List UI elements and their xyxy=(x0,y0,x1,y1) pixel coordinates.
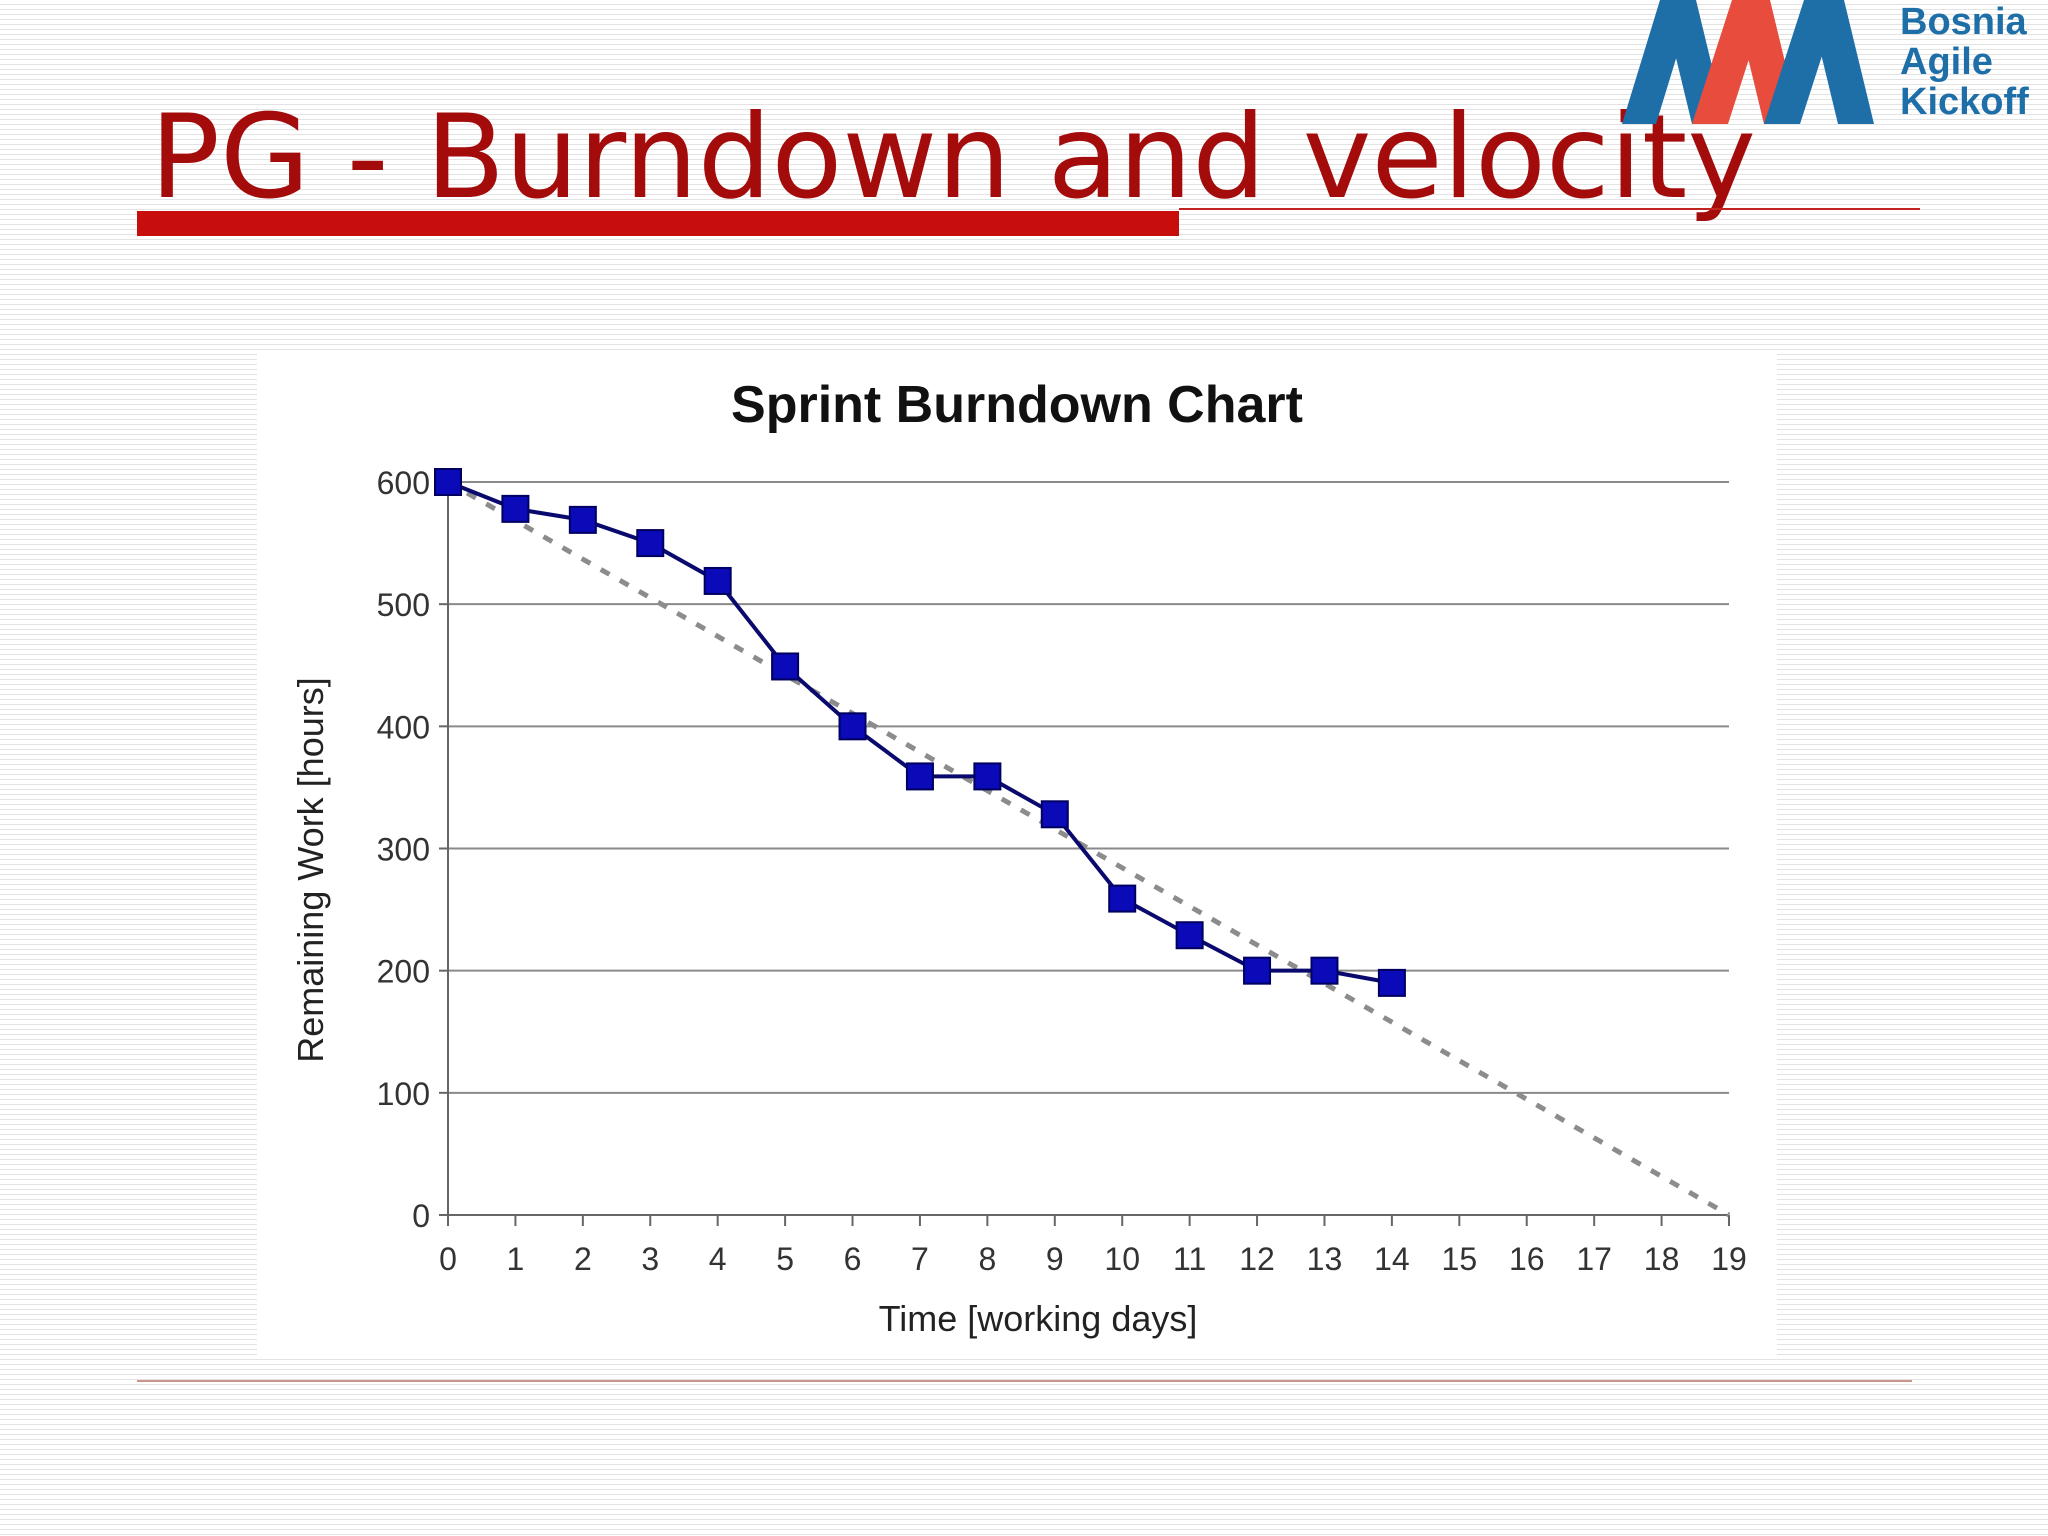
x-tick-label: 8 xyxy=(978,1241,996,1277)
y-axis-label: Remaining Work [hours] xyxy=(290,677,331,1063)
data-point-marker xyxy=(636,529,665,558)
y-tick-label: 200 xyxy=(377,954,430,990)
x-tick-label: 19 xyxy=(1711,1241,1747,1277)
y-tick-label: 0 xyxy=(412,1198,430,1234)
x-tick-label: 5 xyxy=(776,1241,794,1277)
x-tick-label: 14 xyxy=(1374,1241,1410,1277)
x-tick-label: 11 xyxy=(1173,1241,1206,1277)
x-tick-label: 13 xyxy=(1307,1241,1343,1277)
data-point-marker xyxy=(838,712,867,741)
chart-title: Sprint Burndown Chart xyxy=(731,376,1303,434)
logo-text: Bosnia Agile Kickoff xyxy=(1900,2,2029,122)
x-tick-label: 6 xyxy=(844,1241,862,1277)
grid-layer xyxy=(448,481,1729,1094)
x-tick-label: 0 xyxy=(439,1241,457,1277)
data-point-marker xyxy=(1108,884,1137,913)
slide-title: PG - Burndown and velocity xyxy=(150,90,1757,225)
series-layer xyxy=(434,468,1731,1218)
y-tick-label: 400 xyxy=(377,709,430,745)
x-tick-label: 17 xyxy=(1576,1241,1612,1277)
logo-text-line: Kickoff xyxy=(1900,81,2029,123)
x-tick-label: 1 xyxy=(507,1241,525,1277)
x-tick-label: 10 xyxy=(1104,1241,1140,1277)
y-tick-label: 500 xyxy=(377,587,430,623)
x-tick-label: 7 xyxy=(911,1241,929,1277)
title-underline-thick xyxy=(137,211,1179,236)
y-tick-label: 100 xyxy=(377,1076,430,1112)
x-tick-label: 15 xyxy=(1442,1241,1478,1277)
bottom-rule xyxy=(137,1380,1912,1382)
x-tick-label: 18 xyxy=(1644,1241,1680,1277)
actual-burndown-line xyxy=(447,480,1393,985)
data-point-marker xyxy=(771,652,800,681)
data-point-marker xyxy=(1243,956,1272,985)
data-point-marker xyxy=(703,566,732,595)
x-axis-label: Time [working days] xyxy=(879,1298,1198,1339)
data-point-marker xyxy=(1040,800,1069,829)
data-point-marker xyxy=(1310,956,1339,985)
title-underline-thin xyxy=(1179,208,1920,210)
data-point-marker xyxy=(1377,968,1406,997)
x-tick-label: 3 xyxy=(641,1241,659,1277)
x-tick-label: 12 xyxy=(1239,1241,1275,1277)
data-point-marker xyxy=(973,762,1002,791)
x-tick-label: 16 xyxy=(1509,1241,1545,1277)
data-point-marker xyxy=(501,494,530,523)
data-point-marker xyxy=(1175,921,1204,950)
logo-mark-icon xyxy=(1622,0,1874,124)
y-tick-label: 600 xyxy=(377,465,430,501)
bosnia-agile-kickoff-logo: Bosnia Agile Kickoff xyxy=(1622,0,2048,124)
chart-panel: 0 100 200 300 400 500 600 0 1 2 3 4 5 6 7 8 9 10 11 12 13 14 1… xyxy=(257,352,1777,1357)
ideal-burndown-line xyxy=(446,479,1731,1218)
x-tick-label: 2 xyxy=(574,1241,592,1277)
data-point-marker xyxy=(905,762,934,791)
x-tick-label: 4 xyxy=(709,1241,727,1277)
data-point-marker xyxy=(568,505,597,534)
data-point-marker xyxy=(434,468,462,496)
y-tick-label: 300 xyxy=(377,832,430,868)
logo-text-line: Bosnia xyxy=(1900,1,2027,43)
x-tick-label: 9 xyxy=(1046,1241,1064,1277)
logo-text-line: Agile xyxy=(1900,41,1993,83)
